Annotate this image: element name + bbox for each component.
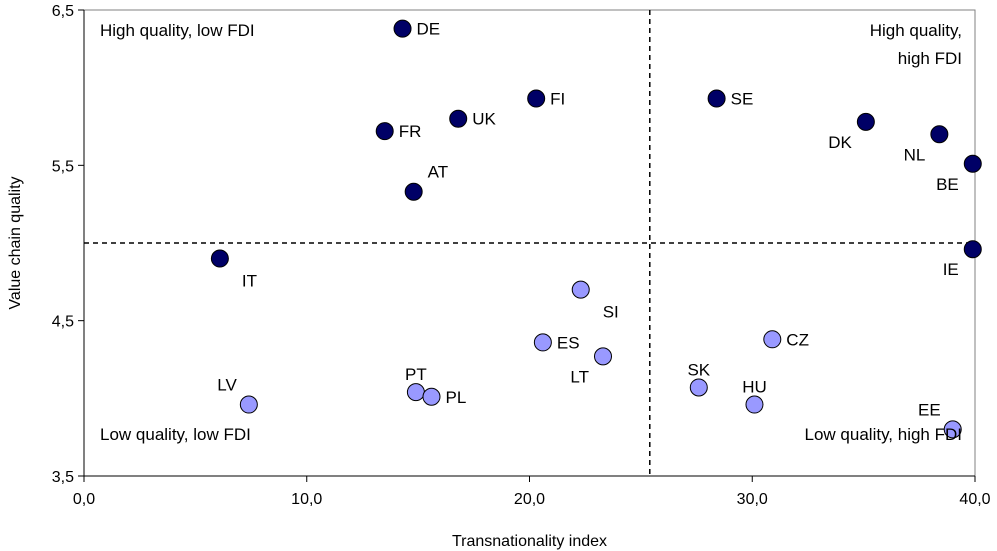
y-tick-label: 4,5 bbox=[52, 314, 74, 331]
data-point-lv bbox=[239, 395, 258, 414]
data-point-de bbox=[393, 19, 412, 38]
data-point-uk bbox=[449, 109, 468, 128]
data-point-lt bbox=[594, 347, 613, 366]
y-tick-label: 6,5 bbox=[52, 3, 74, 20]
data-label-cz: CZ bbox=[786, 330, 809, 349]
reference-lines bbox=[84, 10, 975, 476]
data-label-lv: LV bbox=[217, 376, 237, 395]
x-tick-label: 10,0 bbox=[291, 491, 322, 508]
data-label-pl: PL bbox=[445, 388, 466, 407]
data-point-it bbox=[210, 249, 229, 268]
quadrant-label-top-right: high FDI bbox=[898, 49, 962, 68]
axis-ticks: 0,0 10,0 20,0 30,0 40,0 3,5 4,5 5,5 6,5 bbox=[52, 3, 991, 508]
quadrant-label-top-left: High quality, low FDI bbox=[100, 21, 255, 40]
data-label-pt: PT bbox=[405, 365, 427, 384]
quadrant-label-bottom-right: Low quality, high FDI bbox=[805, 425, 962, 444]
data-label-ee: EE bbox=[918, 400, 941, 419]
y-tick-label: 3,5 bbox=[52, 469, 74, 486]
data-point-ee bbox=[943, 420, 962, 439]
data-points: DE FI SE UK FR DK NL BE AT IT IE SI ES LT CZ SK HU PT PL LV… bbox=[210, 19, 982, 439]
quadrant-labels: High quality, low FDI High quality, high F… bbox=[100, 21, 962, 444]
data-point-be bbox=[963, 154, 982, 173]
x-tick-label: 20,0 bbox=[514, 491, 545, 508]
data-point-ie bbox=[963, 240, 982, 259]
y-tick-label: 5,5 bbox=[52, 158, 74, 175]
data-label-fi: FI bbox=[550, 90, 565, 109]
data-point-hu bbox=[745, 395, 764, 414]
data-label-at: AT bbox=[428, 163, 448, 182]
data-point-at bbox=[404, 182, 423, 201]
data-label-sk: SK bbox=[687, 360, 710, 379]
data-point-pl bbox=[422, 387, 441, 406]
data-point-se bbox=[707, 89, 726, 108]
data-label-si: SI bbox=[603, 303, 619, 322]
data-point-fr bbox=[375, 122, 394, 141]
data-label-ie: IE bbox=[943, 260, 959, 279]
data-point-dk bbox=[856, 112, 875, 131]
quadrant-label-bottom-left: Low quality, low FDI bbox=[100, 425, 251, 444]
data-label-fr: FR bbox=[399, 122, 422, 141]
data-point-sk bbox=[689, 378, 708, 397]
data-label-be: BE bbox=[936, 175, 959, 194]
data-label-uk: UK bbox=[472, 110, 496, 129]
data-label-lt: LT bbox=[570, 367, 589, 386]
x-tick-label: 30,0 bbox=[737, 491, 768, 508]
data-label-se: SE bbox=[731, 90, 754, 109]
data-point-fi bbox=[527, 89, 546, 108]
data-label-nl: NL bbox=[904, 145, 926, 164]
data-point-cz bbox=[763, 330, 782, 349]
data-point-nl bbox=[930, 125, 949, 144]
y-axis-title: Value chain quality bbox=[7, 176, 24, 309]
quadrant-label-top-right: High quality, bbox=[870, 21, 962, 40]
x-axis-title: Transnationality index bbox=[452, 533, 607, 550]
x-tick-label: 40,0 bbox=[959, 491, 990, 508]
data-point-si bbox=[571, 280, 590, 299]
x-tick-label: 0,0 bbox=[73, 491, 95, 508]
data-label-hu: HU bbox=[742, 378, 767, 397]
data-point-pt bbox=[406, 383, 425, 402]
data-label-dk: DK bbox=[828, 133, 852, 152]
data-point-es bbox=[533, 333, 552, 352]
data-label-es: ES bbox=[557, 333, 580, 352]
data-label-de: DE bbox=[417, 20, 441, 39]
data-label-it: IT bbox=[242, 272, 257, 291]
